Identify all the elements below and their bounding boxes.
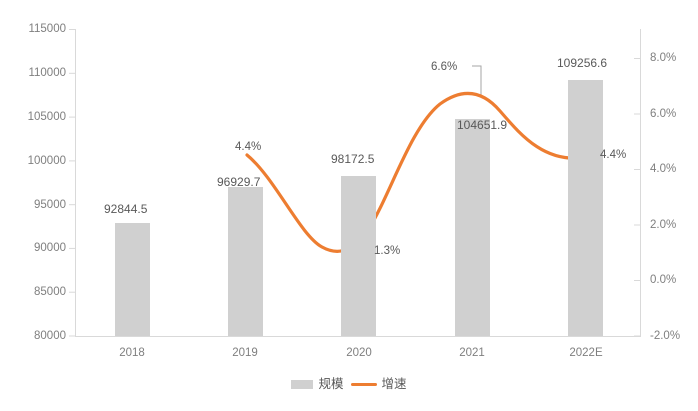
x-axis-label-2020: 2020 xyxy=(346,347,372,359)
x-axis-label-2019: 2019 xyxy=(232,347,258,359)
bar-value-label-2021: 104651.9 xyxy=(457,118,508,132)
left-axis-tick-85000: 85000 xyxy=(34,286,66,298)
x-axis-label-2018: 2018 xyxy=(119,347,145,359)
right-axis-tick-neg2: -2.0% xyxy=(650,330,681,342)
right-axis-ticks xyxy=(634,58,640,337)
bar-2018 xyxy=(115,223,150,336)
bar-value-label-2019: 96929.7 xyxy=(217,175,261,189)
growth-label-2020: 1.3% xyxy=(374,245,401,257)
x-axis-label-2022E: 2022E xyxy=(569,347,603,359)
left-axis-ticks xyxy=(69,29,75,337)
left-axis-tick-105000: 105000 xyxy=(27,111,66,123)
growth-label-2021: 6.6% xyxy=(431,61,458,73)
legend-label-growth: 增速 xyxy=(381,377,407,391)
left-axis-tick-100000: 100000 xyxy=(27,155,66,167)
left-axis-tick-80000: 80000 xyxy=(34,330,66,342)
left-axis-tick-115000: 115000 xyxy=(28,23,66,35)
bar-2022E xyxy=(568,80,603,336)
x-axis-label-2021: 2021 xyxy=(459,347,485,359)
bar-2020 xyxy=(341,176,376,336)
growth-label-2019: 4.4% xyxy=(235,141,262,153)
bar-value-label-2020: 98172.5 xyxy=(331,152,375,166)
legend-label-scale: 规模 xyxy=(318,377,344,391)
right-axis-tick-8: 8.0% xyxy=(650,52,677,64)
bar-2021 xyxy=(455,119,490,336)
left-axis-tick-90000: 90000 xyxy=(34,242,66,254)
growth-label-2022E: 4.4% xyxy=(600,149,627,161)
right-axis-tick-0: 0.0% xyxy=(650,274,677,286)
legend-bar-swatch-icon xyxy=(291,379,314,389)
left-axis-tick-110000: 110000 xyxy=(28,67,66,79)
bar-value-label-2022E: 109256.6 xyxy=(557,56,608,70)
bar-value-label-2018: 92844.5 xyxy=(104,202,148,216)
right-axis-tick-4: 4.0% xyxy=(650,163,677,175)
legend-line-swatch-icon xyxy=(350,382,377,386)
callout-leader-line xyxy=(472,65,482,95)
legend-item-scale[interactable]: 规模 xyxy=(291,377,344,391)
right-axis-tick-2: 2.0% xyxy=(650,219,677,231)
left-axis-tick-95000: 95000 xyxy=(34,199,66,211)
chart-legend: 规模 增速 xyxy=(0,378,698,391)
right-axis-tick-6: 6.0% xyxy=(650,108,677,120)
bar-2019 xyxy=(228,187,263,336)
legend-item-growth[interactable]: 增速 xyxy=(350,377,407,391)
growth-rate-line xyxy=(245,91,590,253)
